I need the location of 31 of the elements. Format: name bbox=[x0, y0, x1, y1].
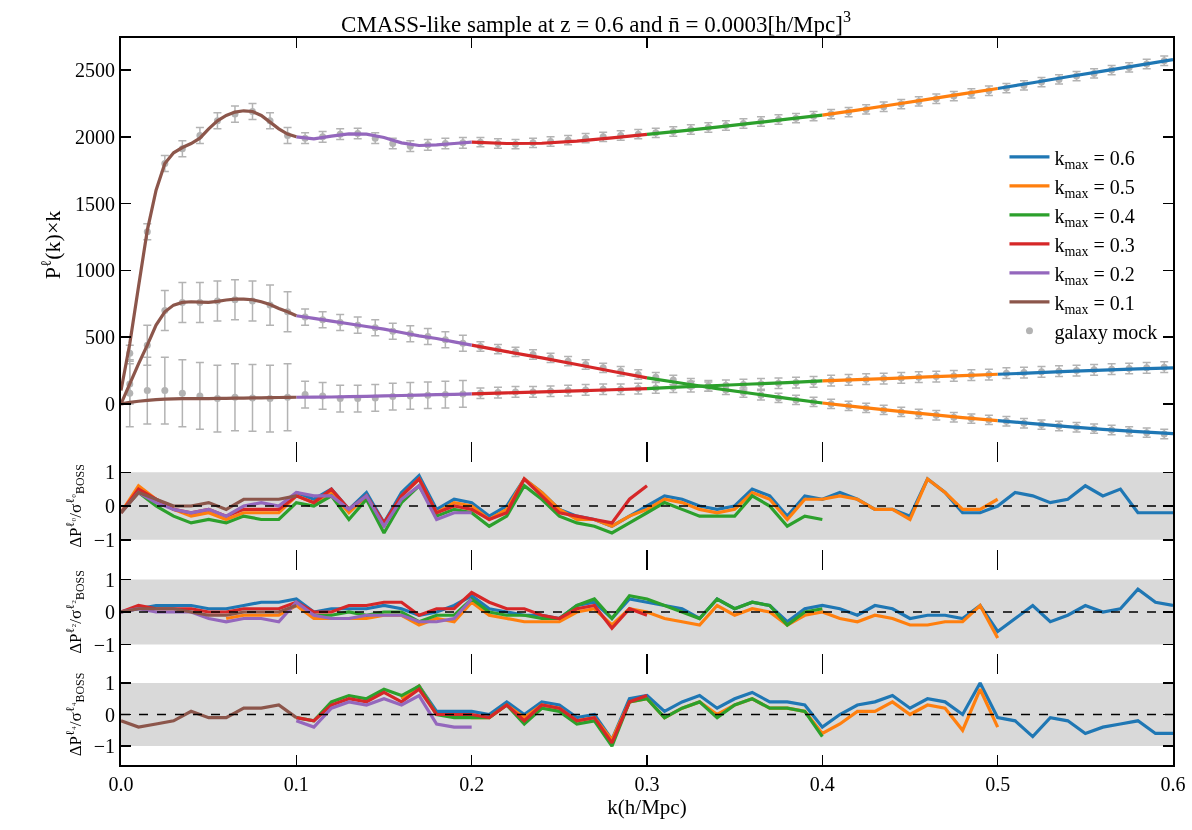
y-tick-label: −1 bbox=[93, 633, 115, 656]
y-tick-label: 0 bbox=[105, 601, 115, 623]
legend-label: k$_{max}$ = 0.2 bbox=[1054, 262, 1135, 288]
y-tick-label: 0 bbox=[105, 495, 115, 517]
legend-label: k$_{max}$ = 0.4 bbox=[1054, 204, 1135, 230]
y-tick-label: 1 bbox=[105, 568, 115, 591]
y-tick-label: 0 bbox=[105, 703, 115, 726]
y-tick-label: 1000 bbox=[75, 259, 115, 282]
legend-label: k$_{max}$ = 0.5 bbox=[1054, 175, 1135, 201]
x-tick-label: 0.4 bbox=[809, 773, 835, 795]
legend-label: k$_{max}$ = 0.6 bbox=[1054, 146, 1135, 172]
y-tick-label: 2000 bbox=[75, 125, 115, 148]
y-tick-label: 1 bbox=[105, 461, 115, 484]
y-tick-label: −1 bbox=[93, 735, 115, 758]
x-tick-label: 0.6 bbox=[1160, 773, 1186, 795]
y-tick-label: 1500 bbox=[75, 192, 115, 215]
y-tick-label: 1 bbox=[105, 671, 115, 694]
y-tick-label: 0 bbox=[105, 392, 115, 415]
y-tick-label: 2500 bbox=[75, 59, 115, 82]
x-axis-title: k(h/Mpc) bbox=[607, 795, 687, 819]
x-tick-label: 0.2 bbox=[459, 773, 485, 795]
legend-label: galaxy mock bbox=[1054, 320, 1158, 344]
y-tick-label: 500 bbox=[85, 326, 115, 349]
x-tick-label: 0.3 bbox=[634, 773, 660, 795]
x-tick-label: 0.0 bbox=[108, 773, 134, 795]
legend-label: k$_{max}$ = 0.3 bbox=[1054, 233, 1135, 259]
x-tick-label: 0.5 bbox=[985, 773, 1011, 795]
legend-label: k$_{max}$ = 0.1 bbox=[1054, 291, 1135, 317]
chart-title: CMASS-like sample at z = 0.6 and n̄ = 0.0003[h/Mpc]$^{3}$ bbox=[341, 8, 851, 37]
x-tick-label: 0.1 bbox=[283, 773, 309, 795]
y-tick-label: −1 bbox=[93, 528, 115, 551]
